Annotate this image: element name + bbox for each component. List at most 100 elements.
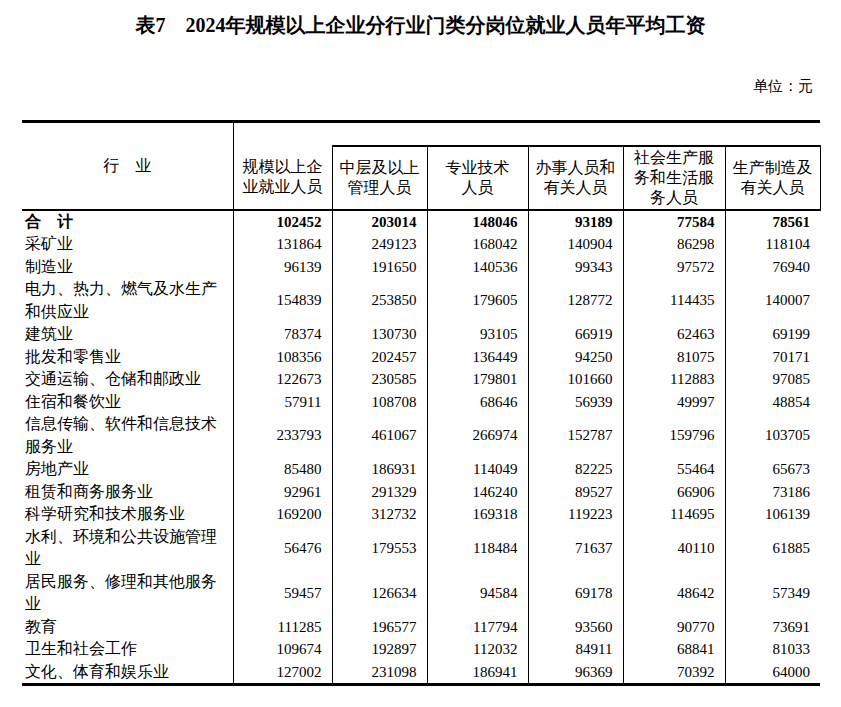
table-row: 采矿业13186424912316804214090486298118104 — [22, 233, 820, 256]
table-row: 电力、热力、燃气及水生产和供应业154839253850179605128772… — [22, 278, 820, 323]
wage-value: 48854 — [725, 391, 820, 414]
table-row: 住宿和餐饮业5791110870868646569394999748854 — [22, 391, 820, 414]
wage-value: 154839 — [233, 278, 332, 323]
industry-label: 交通运输、仓储和邮政业 — [22, 368, 233, 391]
wage-value: 81033 — [725, 638, 820, 661]
wage-value: 77584 — [623, 210, 725, 234]
table-row: 交通运输、仓储和邮政业12267323058517980110166011288… — [22, 368, 820, 391]
wage-value: 70392 — [623, 661, 725, 685]
wage-value: 102452 — [233, 210, 332, 234]
col-header-technical: 专业技术 人员 — [427, 146, 528, 210]
table-row: 居民服务、修理和其他服务业594571266349458469178486425… — [22, 571, 820, 616]
wage-value: 111285 — [233, 616, 332, 639]
wage-value: 78374 — [233, 323, 332, 346]
col-header-enterprise-employees: 规模以上企 业就业人员 — [233, 122, 332, 210]
industry-label: 制造业 — [22, 256, 233, 279]
wage-value: 73691 — [725, 616, 820, 639]
wage-value: 93189 — [528, 210, 623, 234]
wage-value: 230585 — [332, 368, 427, 391]
wage-value: 57349 — [725, 571, 820, 616]
wage-value: 196577 — [332, 616, 427, 639]
wage-value: 114435 — [623, 278, 725, 323]
wage-value: 90770 — [623, 616, 725, 639]
industry-label: 信息传输、软件和信息技术服务业 — [22, 413, 233, 458]
wage-value: 169318 — [427, 503, 528, 526]
wage-value: 179553 — [332, 526, 427, 571]
industry-label: 卫生和社会工作 — [22, 638, 233, 661]
col-header-clerical: 办事人员和 有关人员 — [528, 146, 623, 210]
wage-value: 136449 — [427, 346, 528, 369]
wage-value: 96139 — [233, 256, 332, 279]
wage-value: 86298 — [623, 233, 725, 256]
table-header: 行 业 规模以上企 业就业人员 中层及以上 管理人员 专业技术 人员 办事人员和… — [22, 122, 820, 210]
wage-value: 122673 — [233, 368, 332, 391]
wage-value: 69199 — [725, 323, 820, 346]
industry-label: 合 计 — [22, 210, 233, 234]
header-spacer — [332, 122, 820, 146]
wage-value: 40110 — [623, 526, 725, 571]
wage-value: 192897 — [332, 638, 427, 661]
wage-value: 128772 — [528, 278, 623, 323]
industry-label: 建筑业 — [22, 323, 233, 346]
wage-value: 114049 — [427, 458, 528, 481]
wage-value: 253850 — [332, 278, 427, 323]
wage-value: 56476 — [233, 526, 332, 571]
wage-value: 146240 — [427, 481, 528, 504]
col-header-managers: 中层及以上 管理人员 — [332, 146, 427, 210]
wage-value: 179801 — [427, 368, 528, 391]
table-row: 建筑业7837413073093105669196246369199 — [22, 323, 820, 346]
table-row: 信息传输、软件和信息技术服务业2337934610672669741527871… — [22, 413, 820, 458]
wage-value: 249123 — [332, 233, 427, 256]
wage-value: 93560 — [528, 616, 623, 639]
wage-value: 191650 — [332, 256, 427, 279]
wage-value: 112883 — [623, 368, 725, 391]
table-row: 批发和零售业108356202457136449942508107570171 — [22, 346, 820, 369]
wage-value: 57911 — [233, 391, 332, 414]
wage-value: 76940 — [725, 256, 820, 279]
table-row: 教育111285196577117794935609077073691 — [22, 616, 820, 639]
wage-value: 109674 — [233, 638, 332, 661]
wage-value: 70171 — [725, 346, 820, 369]
industry-label: 租赁和商务服务业 — [22, 481, 233, 504]
wage-value: 291329 — [332, 481, 427, 504]
unit-label: 单位：元 — [0, 76, 841, 96]
industry-label: 科学研究和技术服务业 — [22, 503, 233, 526]
wage-value: 118104 — [725, 233, 820, 256]
wage-value: 73186 — [725, 481, 820, 504]
wage-value: 61885 — [725, 526, 820, 571]
industry-label: 批发和零售业 — [22, 346, 233, 369]
wage-value: 119223 — [528, 503, 623, 526]
industry-label: 采矿业 — [22, 233, 233, 256]
wage-value: 48642 — [623, 571, 725, 616]
wage-value: 56939 — [528, 391, 623, 414]
wage-value: 81075 — [623, 346, 725, 369]
table-row: 房地产业85480186931114049822255546465673 — [22, 458, 820, 481]
wage-value: 186941 — [427, 661, 528, 685]
wage-value: 231098 — [332, 661, 427, 685]
wage-value: 84911 — [528, 638, 623, 661]
wage-value: 159796 — [623, 413, 725, 458]
col-header-production: 生产制造及 有关人员 — [725, 146, 820, 210]
wage-value: 103705 — [725, 413, 820, 458]
wage-value: 93105 — [427, 323, 528, 346]
table-row: 水利、环境和公共设施管理业564761795531184847163740110… — [22, 526, 820, 571]
wage-table: 行 业 规模以上企 业就业人员 中层及以上 管理人员 专业技术 人员 办事人员和… — [22, 120, 821, 686]
wage-value: 152787 — [528, 413, 623, 458]
wage-value: 140536 — [427, 256, 528, 279]
wage-value: 97085 — [725, 368, 820, 391]
industry-label: 居民服务、修理和其他服务业 — [22, 571, 233, 616]
wage-value: 127002 — [233, 661, 332, 685]
wage-value: 49997 — [623, 391, 725, 414]
table-row: 文化、体育和娱乐业1270022310981869419636970392640… — [22, 661, 820, 685]
wage-value: 94250 — [528, 346, 623, 369]
wage-value: 99343 — [528, 256, 623, 279]
wage-value: 97572 — [623, 256, 725, 279]
wage-value: 66906 — [623, 481, 725, 504]
wage-value: 85480 — [233, 458, 332, 481]
wage-value: 108708 — [332, 391, 427, 414]
col-header-service: 社会生产服 务和生活服 务人员 — [623, 146, 725, 210]
wage-value: 140007 — [725, 278, 820, 323]
wage-value: 59457 — [233, 571, 332, 616]
wage-value: 68841 — [623, 638, 725, 661]
wage-value: 140904 — [528, 233, 623, 256]
